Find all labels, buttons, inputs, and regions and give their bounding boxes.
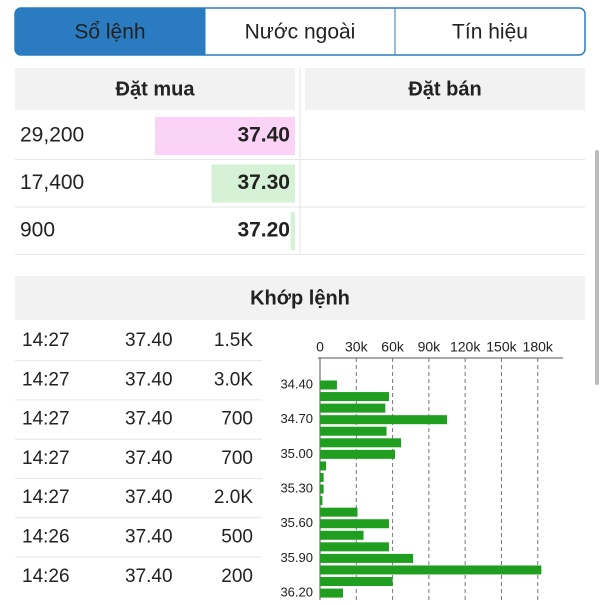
tab-label[interactable]: Sổ lệnh [74,21,145,44]
y-tick-label: 35.90 [280,550,313,565]
x-tick-label: 60k [381,339,405,355]
bid-price: 37.40 [237,124,290,147]
y-tick-label: 35.60 [280,515,313,530]
match-volume: 2.0K [214,487,253,508]
match-time: 14:27 [22,409,70,430]
match-volume: 1.5K [214,330,253,351]
match-price: 37.40 [125,487,173,508]
match-volume: 500 [221,527,253,548]
match-price: 37.40 [125,409,173,430]
bar [320,403,386,413]
bid-depth-bar [211,164,295,203]
bar [320,426,387,436]
match-price: 37.40 [125,566,173,587]
bar [320,496,323,506]
y-tick-label: 36.20 [280,585,313,600]
match-volume: 200 [221,566,253,587]
bar [320,519,389,529]
bar [320,392,389,402]
x-tick-label: 0 [316,339,324,355]
x-tick-label: 150k [486,339,517,355]
match-time: 14:27 [22,448,70,469]
bid-quantity: 17,400 [20,171,84,194]
matched-header-bg [15,276,585,320]
bar [320,553,414,563]
match-time: 14:26 [22,527,70,548]
match-price: 37.40 [125,448,173,469]
bid-price: 37.30 [237,171,290,194]
x-tick-label: 30k [345,339,369,355]
ask-header: Đặt bán [408,78,481,100]
bid-depth-bar [155,117,295,155]
bid-price: 37.20 [237,219,290,242]
ask-header-bg [305,68,585,110]
bar [320,415,448,425]
bar [320,438,402,448]
match-time: 14:27 [22,330,70,351]
bar [320,588,343,598]
y-tick-label: 35.00 [280,446,313,461]
match-time: 14:27 [22,487,70,508]
match-volume: 700 [221,448,253,469]
matched-title: Khớp lệnh [250,287,350,309]
bar [320,380,337,390]
tab-label[interactable]: Tín hiệu [452,21,528,44]
scrollbar [595,150,599,385]
bar [320,542,389,552]
y-tick-label: 34.70 [280,411,313,426]
bid-header: Đặt mua [116,78,196,100]
x-tick-label: 180k [523,339,554,355]
y-tick-label: 35.30 [280,480,313,495]
match-price: 37.40 [125,527,173,548]
bar [320,530,364,540]
match-time: 14:26 [22,566,70,587]
bar [320,472,324,482]
match-price: 37.40 [125,369,173,390]
bar [320,449,395,459]
match-volume: 3.0K [214,369,253,390]
bar [320,484,324,494]
y-tick-label: 34.40 [280,376,313,391]
match-time: 14:27 [22,369,70,390]
bar [320,507,358,517]
tab-active[interactable] [15,8,205,55]
tab-label[interactable]: Nước ngoài [245,21,356,44]
bar [320,565,542,575]
bar [320,461,327,471]
bid-quantity: 29,200 [20,124,84,147]
x-tick-label: 120k [450,339,481,355]
bar [320,577,393,587]
bid-header-bg [15,68,295,110]
bid-depth-bar [290,212,295,250]
x-tick-label: 90k [418,339,442,355]
match-price: 37.40 [125,330,173,351]
bid-quantity: 900 [20,219,55,242]
match-volume: 700 [221,409,253,430]
